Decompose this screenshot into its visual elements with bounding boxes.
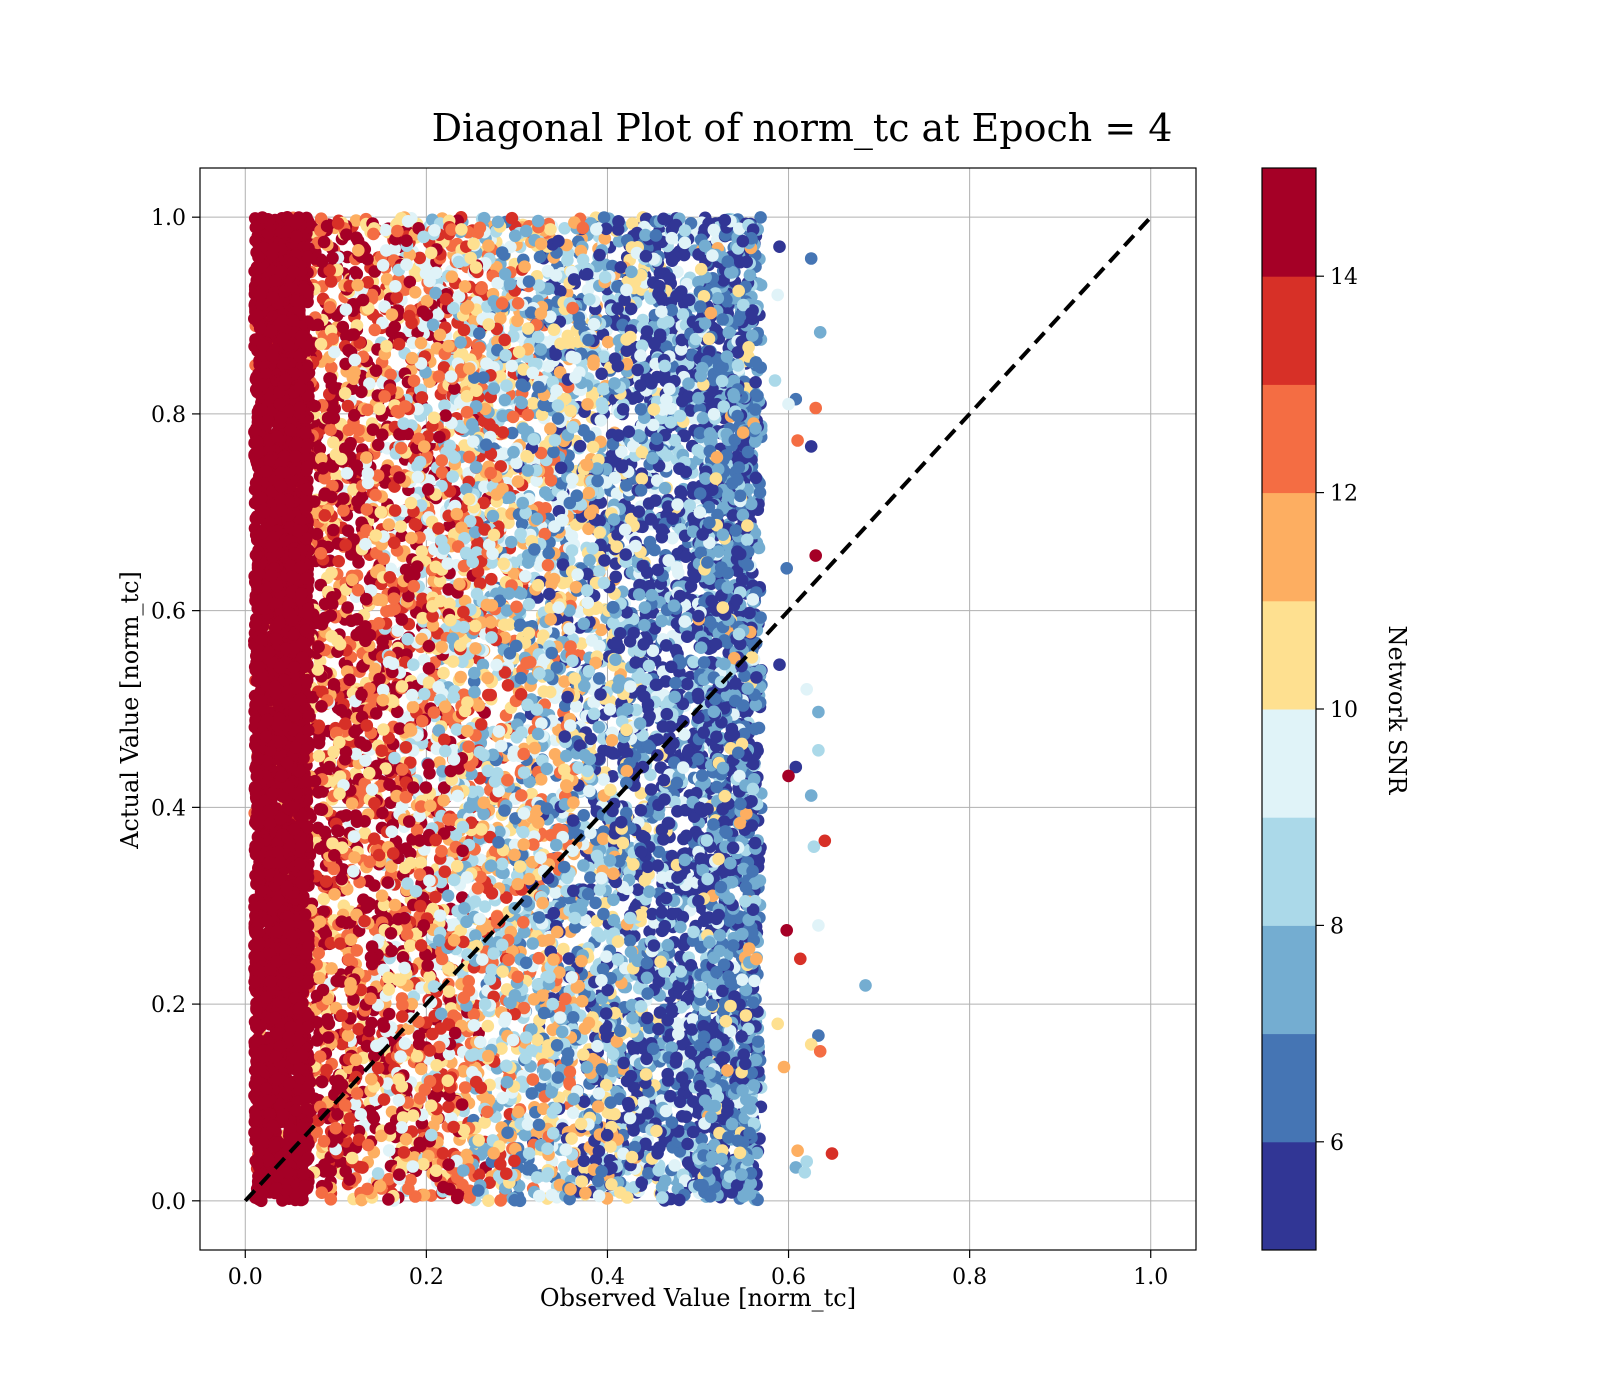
scatter-point [592, 672, 606, 685]
scatter-point [659, 1104, 673, 1118]
scatter-point [414, 899, 427, 913]
scatter-point [608, 1107, 621, 1121]
scatter-point [475, 282, 488, 296]
scatter-point [585, 634, 599, 647]
scatter-point [474, 718, 488, 731]
scatter-point [752, 541, 766, 555]
scatter-point [419, 781, 433, 794]
chart-title: Diagonal Plot of norm_tc at Epoch = 4 [432, 106, 1173, 151]
scatter-point [324, 423, 337, 437]
scatter-point [515, 517, 529, 531]
scatter-point [676, 308, 690, 321]
scatter-point [549, 886, 562, 899]
scatter-point [441, 889, 455, 903]
scatter-point [379, 223, 392, 237]
scatter-point [519, 956, 533, 970]
scatter-point [328, 888, 341, 901]
scatter-point [566, 814, 580, 827]
scatter-point [312, 749, 326, 763]
scatter-point [607, 893, 620, 907]
scatter-point [593, 565, 606, 578]
scatter-point [594, 414, 608, 427]
scatter-point [349, 214, 363, 227]
scatter-point [484, 688, 498, 702]
scatter-points [248, 211, 872, 1208]
